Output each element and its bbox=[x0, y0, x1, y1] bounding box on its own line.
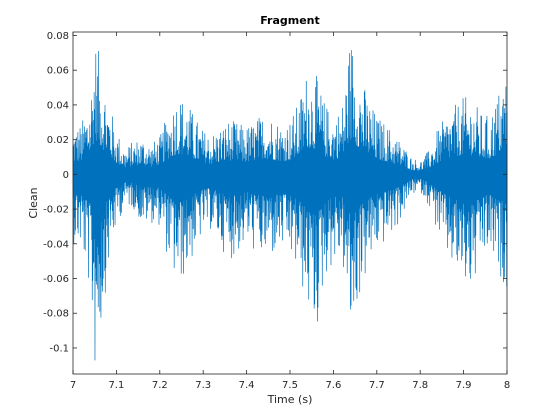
y-tick-label: -0.04 bbox=[43, 239, 69, 250]
chart-title: Fragment bbox=[260, 14, 320, 27]
signal-series bbox=[72, 50, 508, 361]
y-tick-label: 0.08 bbox=[47, 31, 69, 42]
y-tick-label: -0.06 bbox=[43, 274, 69, 285]
axes: 7 7.1 7.2 7.3 7.4 7.5 7.6 7.7 7.8 7.9 8 -0.1 -0.08 -0… bbox=[43, 31, 510, 391]
y-tick-label: -0.1 bbox=[49, 343, 69, 354]
signal-line bbox=[72, 50, 508, 361]
x-tick-label: 7.3 bbox=[195, 380, 211, 391]
y-tick-label: -0.08 bbox=[43, 309, 69, 320]
x-axis-label: Time (s) bbox=[267, 393, 313, 406]
y-tick-label: 0.06 bbox=[47, 66, 69, 77]
x-tick-label: 7.2 bbox=[152, 380, 168, 391]
x-tick-label: 7.7 bbox=[369, 380, 385, 391]
y-tick-label: 0.02 bbox=[47, 135, 69, 146]
x-tick-label: 7 bbox=[70, 380, 76, 391]
x-tick-label: 7.8 bbox=[412, 380, 428, 391]
y-tick-label: 0.04 bbox=[47, 100, 69, 111]
y-tick-label: -0.02 bbox=[43, 205, 69, 216]
x-tick-label: 7.4 bbox=[239, 380, 255, 391]
x-tick-label: 8 bbox=[504, 380, 510, 391]
y-axis-label: Clean bbox=[27, 187, 40, 218]
y-tick-label: 0 bbox=[63, 170, 69, 181]
x-tick-label: 7.6 bbox=[325, 380, 341, 391]
x-tick-label: 7.1 bbox=[108, 380, 124, 391]
x-tick-label: 7.9 bbox=[456, 380, 472, 391]
x-tick-label: 7.5 bbox=[282, 380, 298, 391]
